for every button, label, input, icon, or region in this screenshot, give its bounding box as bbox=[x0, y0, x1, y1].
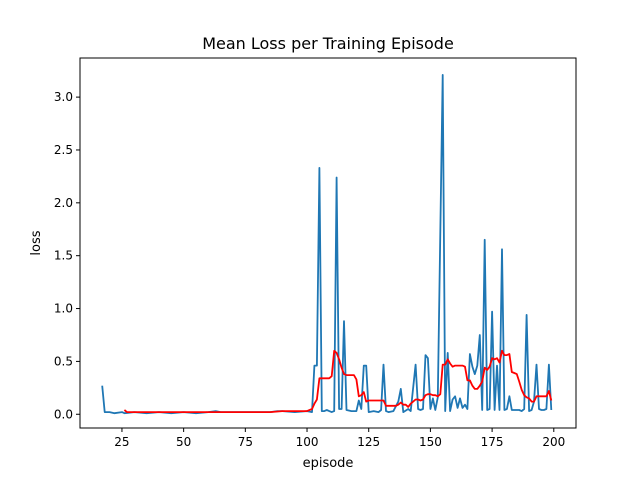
x-tick-label: 25 bbox=[114, 435, 129, 449]
plot-area bbox=[101, 74, 553, 415]
y-axis-label: loss bbox=[29, 230, 44, 255]
x-tick-label: 75 bbox=[238, 435, 253, 449]
axes-frame bbox=[79, 57, 577, 429]
y-axis: 0.0 0.5 1.0 1.5 2.0 2.5 3.0 bbox=[54, 90, 80, 421]
x-tick-label: 175 bbox=[481, 435, 504, 449]
x-tick-label: 125 bbox=[357, 435, 380, 449]
y-tick-label: 2.0 bbox=[54, 196, 73, 210]
y-tick-label: 1.0 bbox=[54, 302, 73, 316]
chart-title: Mean Loss per Training Episode bbox=[202, 34, 454, 53]
x-axis: 25 50 75 100 125 150 175 200 bbox=[114, 428, 565, 449]
x-tick-label: 50 bbox=[176, 435, 191, 449]
y-tick-label: 0.0 bbox=[54, 407, 73, 421]
y-tick-label: 0.5 bbox=[54, 354, 73, 368]
x-tick-label: 100 bbox=[296, 435, 319, 449]
x-axis-label: episode bbox=[303, 456, 354, 471]
x-tick-label: 200 bbox=[542, 435, 565, 449]
y-tick-label: 3.0 bbox=[54, 90, 73, 104]
y-tick-label: 1.5 bbox=[54, 249, 73, 263]
x-tick-label: 150 bbox=[419, 435, 442, 449]
y-tick-label: 2.5 bbox=[54, 143, 73, 157]
loss-line-red bbox=[123, 349, 553, 414]
